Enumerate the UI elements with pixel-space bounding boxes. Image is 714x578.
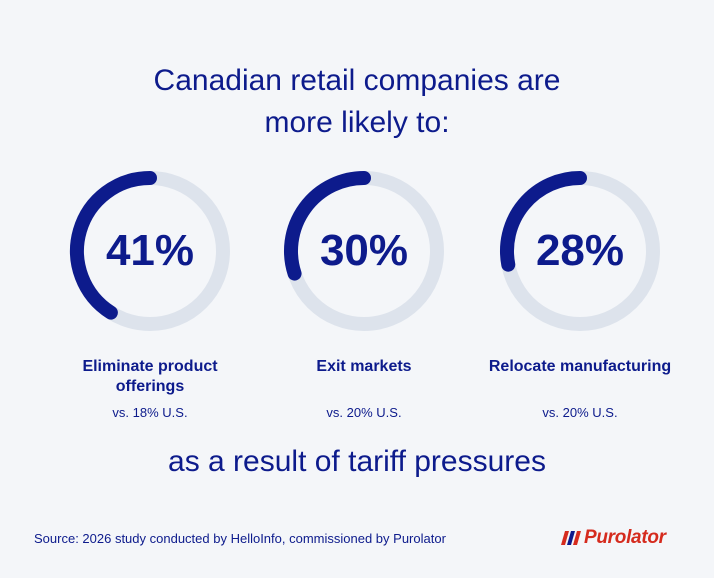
purolator-stripes-icon (561, 531, 581, 545)
donut-comparison-2: vs. 20% U.S. (326, 405, 402, 420)
donut-arc-1 (70, 171, 157, 320)
donut-chart-3: 28% (497, 168, 663, 334)
donut-label-2: Exit markets (316, 358, 412, 375)
purolator-logo-text: Purolator (584, 527, 666, 548)
result-caption: as a result of tariff pressures (168, 445, 546, 478)
donut-svg-1 (70, 171, 230, 331)
title-line-2: more likely to: (264, 106, 450, 139)
title-line-1: Canadian retail companies are (153, 64, 561, 97)
donut-arc-3 (500, 171, 587, 272)
donut-arc-2 (284, 171, 371, 281)
source-note: Source: 2026 study conducted by HelloInf… (34, 531, 446, 546)
donut-comparison-3: vs. 20% U.S. (542, 405, 618, 420)
donut-label-1: Eliminate product offerings (82, 358, 218, 395)
donut-value-3: 28% (535, 226, 625, 275)
donut-chart-2: 30% (281, 168, 447, 334)
chart-title: Canadian retail companies are more likel… (0, 60, 714, 144)
donut-value-2: 30% (319, 226, 409, 275)
donut-value-1: 41% (105, 226, 195, 275)
purolator-logo: Purolator (560, 524, 666, 552)
donut-chart-1: 41% (67, 168, 233, 334)
donut-comparison-1: vs. 18% U.S. (112, 405, 188, 420)
donut-svg-3 (500, 171, 660, 331)
donut-label-3: Relocate manufacturing (488, 358, 672, 375)
donut-svg-2 (284, 171, 444, 331)
